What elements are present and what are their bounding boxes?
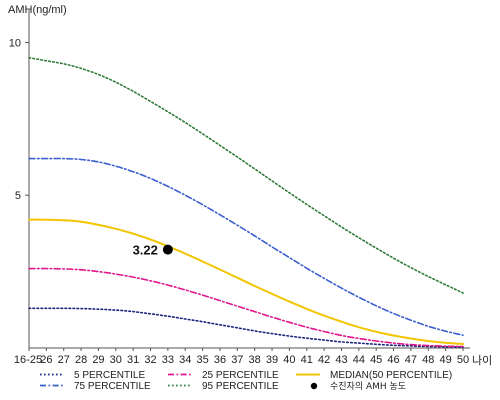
legend-item-p25: 25 PERCENTILE — [168, 370, 279, 381]
x-tick-label: 42 — [318, 354, 330, 366]
x-tick-label: 29 — [92, 354, 104, 366]
x-tick-label: 28 — [75, 354, 87, 366]
x-tick-label: 30 — [110, 354, 122, 366]
x-tick-label: 31 — [127, 354, 139, 366]
x-tick-label: 48 — [422, 354, 434, 366]
legend-swatch — [310, 382, 318, 390]
x-tick-label: 50 — [457, 354, 469, 366]
legend-label: 95 PERCENTILE — [202, 381, 279, 392]
x-tick-label: 39 — [266, 354, 278, 366]
legend-label: 25 PERCENTILE — [202, 370, 279, 381]
x-tick-label: 46 — [387, 354, 399, 366]
y-axis-label: AMH(ng/ml) — [8, 4, 67, 16]
x-tick-label: 26 — [40, 354, 52, 366]
x-tick-label: 49 — [440, 354, 452, 366]
x-tick-label: 40 — [283, 354, 295, 366]
x-tick-label: 34 — [179, 354, 191, 366]
x-tick-label: 45 — [370, 354, 382, 366]
x-tick-label: 32 — [144, 354, 156, 366]
x-tick-label: 27 — [58, 354, 70, 366]
legend-item-point: 수진자의 AMH 농도 — [310, 381, 406, 392]
x-tick-label: 47 — [405, 354, 417, 366]
patient-amh-point — [162, 244, 173, 255]
legend-label: MEDIAN(50 PERCENTILE) — [330, 370, 452, 381]
legend-label: 수진자의 AMH 농도 — [330, 381, 406, 392]
series-line-p5 — [28, 307, 464, 348]
x-tick-label: 38 — [249, 354, 261, 366]
x-tick-label: 41 — [301, 354, 313, 366]
x-tick-label: 16-25 — [14, 354, 42, 366]
series-line-p50 — [28, 218, 464, 345]
x-tick-label: 33 — [162, 354, 174, 366]
legend-label: 75 PERCENTILE — [74, 381, 151, 392]
series-line-p75 — [28, 157, 464, 336]
series-layer — [28, 56, 464, 348]
legend-item-p95: 95 PERCENTILE — [168, 381, 279, 392]
legend: 5 PERCENTILE 25 PERCENTILE MEDIAN(50 PERCE… — [40, 370, 452, 392]
series-line-p95 — [28, 56, 464, 294]
x-tick-label: 37 — [231, 354, 243, 366]
y-tick-label: 5 — [15, 190, 21, 202]
x-tick-label: 36 — [214, 354, 226, 366]
legend-label: 5 PERCENTILE — [74, 370, 145, 381]
x-tick-label: 44 — [353, 354, 365, 366]
highlight-point-layer: 3.22 — [133, 243, 173, 258]
legend-item-p50: MEDIAN(50 PERCENTILE) — [296, 370, 452, 381]
y-tick-label: 10 — [9, 37, 21, 49]
patient-amh-point-label: 3.22 — [133, 243, 158, 258]
legend-item-p75: 75 PERCENTILE — [40, 381, 151, 392]
x-tick-label: 35 — [196, 354, 208, 366]
x-axis-label: 나이 — [472, 354, 492, 367]
series-line-p25 — [28, 267, 464, 348]
x-tick-label: 43 — [335, 354, 347, 366]
legend-item-p5: 5 PERCENTILE — [40, 370, 145, 381]
